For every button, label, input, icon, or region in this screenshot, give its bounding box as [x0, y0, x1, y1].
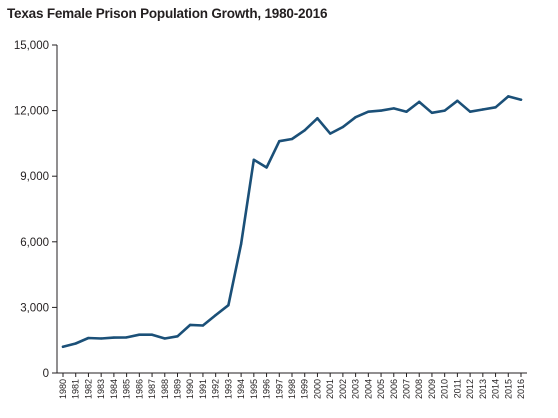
data-point	[265, 166, 268, 169]
x-tick-label: 1981	[71, 379, 81, 399]
x-tick-label: 2002	[338, 379, 348, 399]
data-point	[303, 129, 306, 132]
data-point	[201, 324, 205, 327]
x-tick-label: 2004	[363, 379, 373, 399]
x-tick-label: 2009	[427, 379, 437, 399]
y-tick-label: 6,000	[20, 237, 49, 249]
data-point	[392, 107, 395, 110]
x-tick-label: 1982	[83, 379, 93, 399]
x-tick-label: 1989	[173, 379, 183, 399]
y-tick-label: 12,000	[14, 106, 49, 118]
x-tick-label: 2005	[376, 379, 386, 399]
data-point	[99, 337, 103, 340]
x-tick-label: 1984	[109, 379, 119, 399]
data-point	[354, 115, 357, 119]
x-tick-label: 1993	[223, 379, 233, 399]
data-point	[316, 117, 319, 120]
data-point	[214, 313, 217, 317]
x-tick-label: 2014	[491, 379, 501, 399]
x-tick-label: 2015	[503, 379, 513, 399]
x-tick-label: 1985	[122, 379, 132, 399]
x-tick-label: 1998	[287, 379, 297, 399]
data-point	[87, 336, 90, 340]
series-line	[61, 95, 523, 349]
x-tick-label: 1994	[236, 379, 246, 399]
x-tick-label: 2013	[478, 379, 488, 399]
x-tick-label: 2016	[516, 379, 526, 399]
data-point	[519, 98, 523, 101]
y-axis: 0 3,000 6,000 9,000 12,000 15,000	[14, 40, 58, 380]
chart-title: Texas Female Prison Population Growth, 1…	[7, 6, 328, 21]
data-point	[176, 335, 179, 338]
x-tick-label: 1986	[134, 379, 144, 399]
data-point	[150, 333, 154, 336]
data-point	[468, 110, 472, 113]
series-layer	[61, 95, 523, 349]
y-tick-label: 0	[43, 368, 49, 380]
data-point	[443, 109, 446, 112]
data-point	[138, 333, 141, 336]
data-point	[367, 110, 370, 113]
data-point	[74, 342, 77, 345]
x-tick-label: 1990	[185, 379, 195, 399]
data-point	[239, 242, 243, 246]
data-point	[494, 106, 497, 109]
y-tick-label: 9,000	[20, 171, 49, 183]
data-point	[125, 336, 128, 339]
data-point	[290, 137, 294, 141]
x-tick-label: 1991	[198, 379, 208, 399]
data-point	[163, 337, 166, 340]
x-tick-label: 2003	[351, 379, 361, 399]
x-tick-label: 2006	[389, 379, 399, 399]
x-axis: 1980 1981 1982 1983 1984 1985 1986 1987 1988 1989…	[57, 372, 527, 399]
data-point	[430, 111, 434, 114]
x-tick-label: 1988	[160, 379, 170, 399]
data-point	[341, 125, 345, 129]
x-tick-label: 1980	[58, 379, 68, 399]
data-point	[328, 132, 332, 135]
x-tick-label: 1997	[274, 379, 284, 399]
data-point	[189, 323, 192, 327]
y-tick-label: 3,000	[20, 302, 49, 314]
x-tick-label: 2012	[465, 379, 475, 399]
x-tick-label: 1995	[249, 379, 259, 399]
data-point	[252, 158, 256, 161]
x-tick-label: 1992	[211, 379, 221, 399]
x-tick-label: 1983	[96, 379, 106, 399]
data-point	[61, 345, 65, 348]
x-tick-label: 2007	[402, 379, 412, 399]
x-tick-label: 2008	[414, 379, 424, 399]
x-tick-label: 1999	[300, 379, 310, 399]
x-tick-label: 1996	[262, 379, 272, 399]
data-point	[379, 109, 383, 112]
x-tick-label: 1987	[147, 379, 157, 399]
data-point	[405, 110, 408, 113]
x-tick-label: 2001	[325, 379, 335, 399]
data-point	[507, 95, 510, 98]
x-tick-label: 2011	[452, 379, 462, 398]
data-point	[278, 140, 281, 143]
x-tick-label: 2010	[440, 379, 450, 399]
y-tick-label: 15,000	[14, 40, 49, 52]
data-point	[112, 336, 116, 339]
data-point	[418, 100, 421, 104]
data-point	[456, 99, 459, 102]
data-point	[481, 108, 485, 111]
x-tick-label: 2000	[312, 379, 322, 399]
data-point	[227, 304, 230, 307]
